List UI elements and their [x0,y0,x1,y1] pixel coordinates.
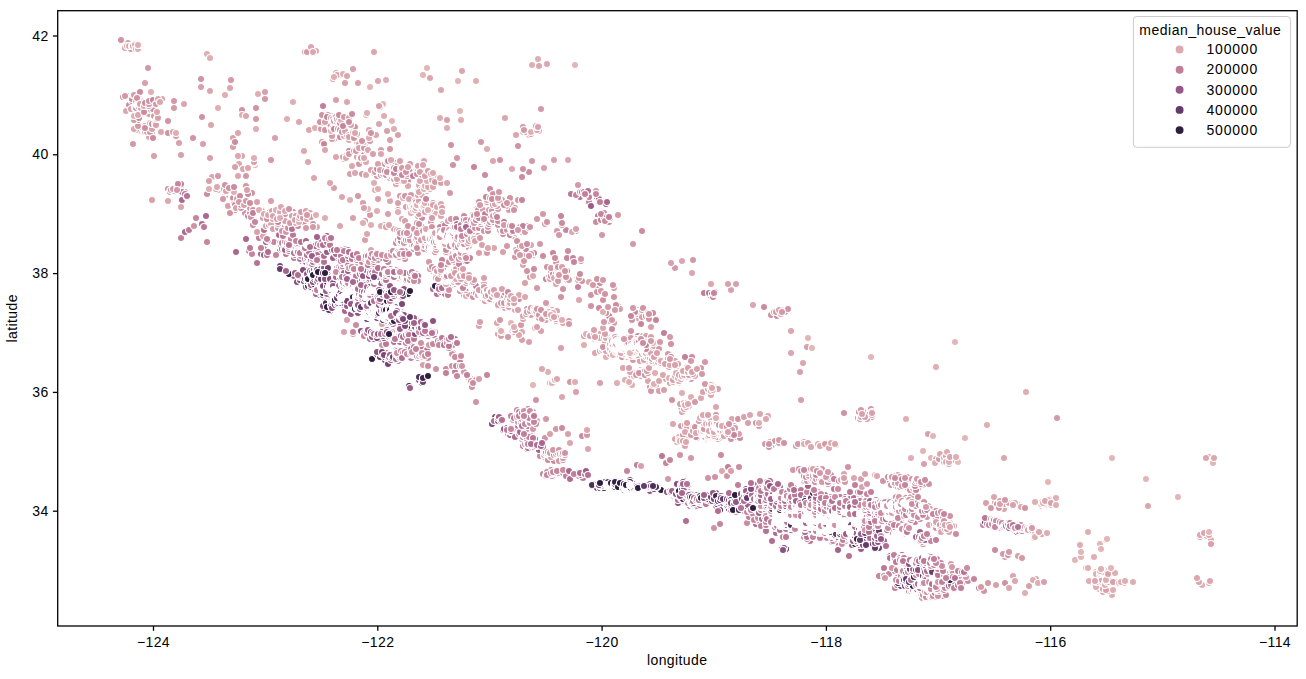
svg-text:median_house_value: median_house_value [1139,22,1281,38]
svg-text:100000: 100000 [1207,41,1259,57]
svg-text:36: 36 [32,384,48,400]
svg-text:300000: 300000 [1207,82,1259,98]
svg-text:longitude: longitude [647,652,707,668]
svg-text:38: 38 [32,265,48,281]
svg-text:−124: −124 [137,634,170,650]
svg-text:400000: 400000 [1207,102,1259,118]
svg-text:34: 34 [32,503,48,519]
svg-text:−122: −122 [361,634,394,650]
svg-text:40: 40 [32,146,48,162]
svg-text:−114: −114 [1259,634,1291,650]
svg-text:42: 42 [32,28,48,44]
svg-text:200000: 200000 [1207,61,1259,77]
svg-text:−118: −118 [810,634,842,650]
svg-text:latitude: latitude [5,294,21,342]
svg-text:−116: −116 [1035,634,1067,650]
svg-text:−120: −120 [586,634,619,650]
svg-text:500000: 500000 [1207,122,1259,138]
